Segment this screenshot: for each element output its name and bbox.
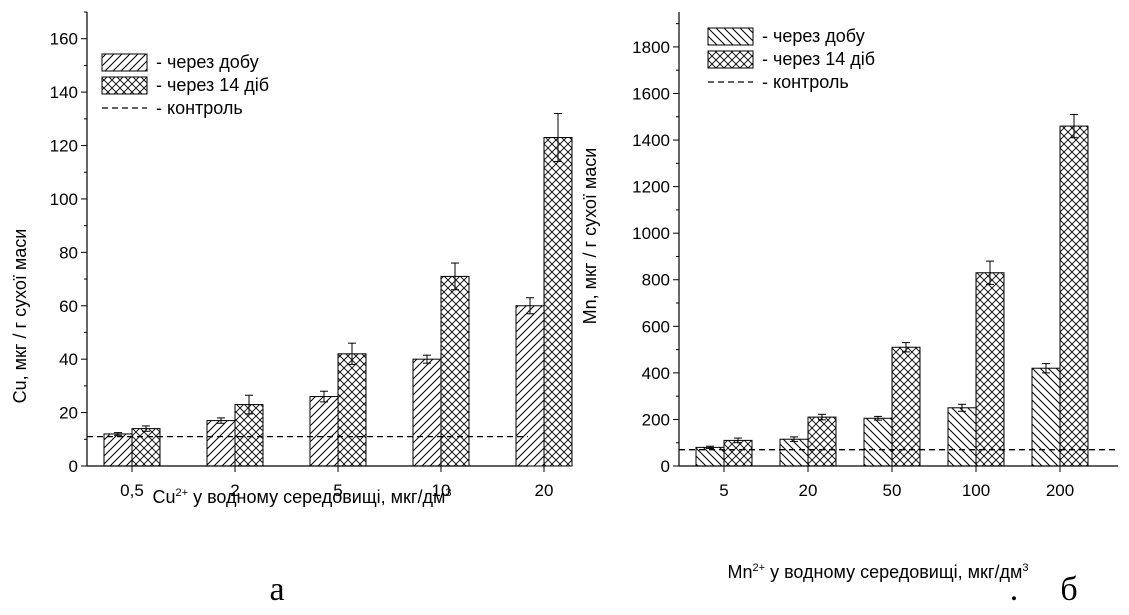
legend-swatch (101, 76, 148, 95)
bar (1059, 125, 1089, 467)
x-axis-label: Mn2+ у водному середовищі, мкг/дм3 (728, 562, 1029, 582)
x-tick-label: 5 (719, 481, 728, 500)
y-tick-label: 600 (642, 317, 670, 336)
y-tick-label: 200 (642, 410, 670, 429)
x-tick-label: 20 (799, 481, 818, 500)
x-tick-label: 0,5 (120, 481, 144, 500)
y-axis-label-text: Mn, мкг / г сухої маси (580, 148, 600, 325)
bar (975, 272, 1005, 467)
chart-cu: Cu, мкг / г сухої маси Cu2+ у водному се… (10, 11, 573, 608)
y-tick-label: 1200 (632, 178, 670, 197)
x-tick-label: 2 (230, 481, 239, 500)
x-tick-label: 5 (333, 481, 342, 500)
y-axis-label-text: Cu, мкг / г сухої маси (10, 229, 30, 404)
y-tick-label: 100 (50, 190, 78, 209)
y-axis-label: Mn, мкг / г сухої маси (580, 148, 600, 325)
y-tick-label: 160 (50, 30, 78, 49)
x-axis-label: Cu2+ у водному середовищі, мкг/дм3 (153, 487, 452, 507)
bar (337, 353, 367, 467)
y-tick-label: 120 (50, 137, 78, 156)
panel-label-b: б (1060, 571, 1077, 608)
legend-swatch (707, 27, 754, 46)
x-tick-label: 50 (883, 481, 902, 500)
y-axis-label: Cu, мкг / г сухої маси (10, 229, 30, 404)
x-tick-label: 100 (962, 481, 990, 500)
x-tick-label: 200 (1046, 481, 1074, 500)
legend-label: - контроль (762, 72, 849, 92)
bar (543, 137, 573, 467)
y-tick-label: 0 (661, 457, 670, 476)
bar (309, 396, 339, 467)
legend-label: - контроль (156, 98, 243, 118)
y-tick-label: 800 (642, 271, 670, 290)
bar (723, 439, 753, 467)
legend-swatch (707, 50, 754, 69)
y-tick-label: 1800 (632, 38, 670, 57)
bar (103, 433, 133, 467)
bar (807, 416, 837, 467)
chart-mn: Mn, мкг / г сухої маси Mn2+ у водному се… (580, 12, 1118, 608)
y-tick-label: 60 (59, 297, 78, 316)
bar (440, 275, 470, 467)
bar (206, 420, 236, 467)
y-tick-label: 40 (59, 350, 78, 369)
x-tick-label: 20 (535, 481, 554, 500)
bar (234, 404, 264, 467)
legend-label: - через добу (156, 52, 259, 72)
y-tick-label: 0 (69, 457, 78, 476)
bar (1031, 367, 1061, 467)
legend-label: - через 14 діб (762, 49, 875, 69)
x-tick-label: 10 (432, 481, 451, 500)
y-tick-label: 400 (642, 364, 670, 383)
bar (779, 438, 809, 467)
panel-label-a: а (269, 571, 284, 608)
y-tick-label: 1000 (632, 224, 670, 243)
legend-label: - через 14 діб (156, 75, 269, 95)
bar (515, 305, 545, 467)
y-tick-label: 20 (59, 404, 78, 423)
bar (863, 417, 893, 467)
legend-label: - через добу (762, 26, 865, 46)
y-tick-label: 80 (59, 243, 78, 262)
y-tick-label: 140 (50, 83, 78, 102)
y-tick-label: 1400 (632, 131, 670, 150)
bar (412, 358, 442, 467)
bar (947, 407, 977, 467)
y-tick-label: 1600 (632, 84, 670, 103)
bar (891, 346, 921, 467)
legend-swatch (101, 53, 148, 72)
bar (131, 428, 161, 467)
panel-extra-mark: . (1010, 571, 1019, 608)
